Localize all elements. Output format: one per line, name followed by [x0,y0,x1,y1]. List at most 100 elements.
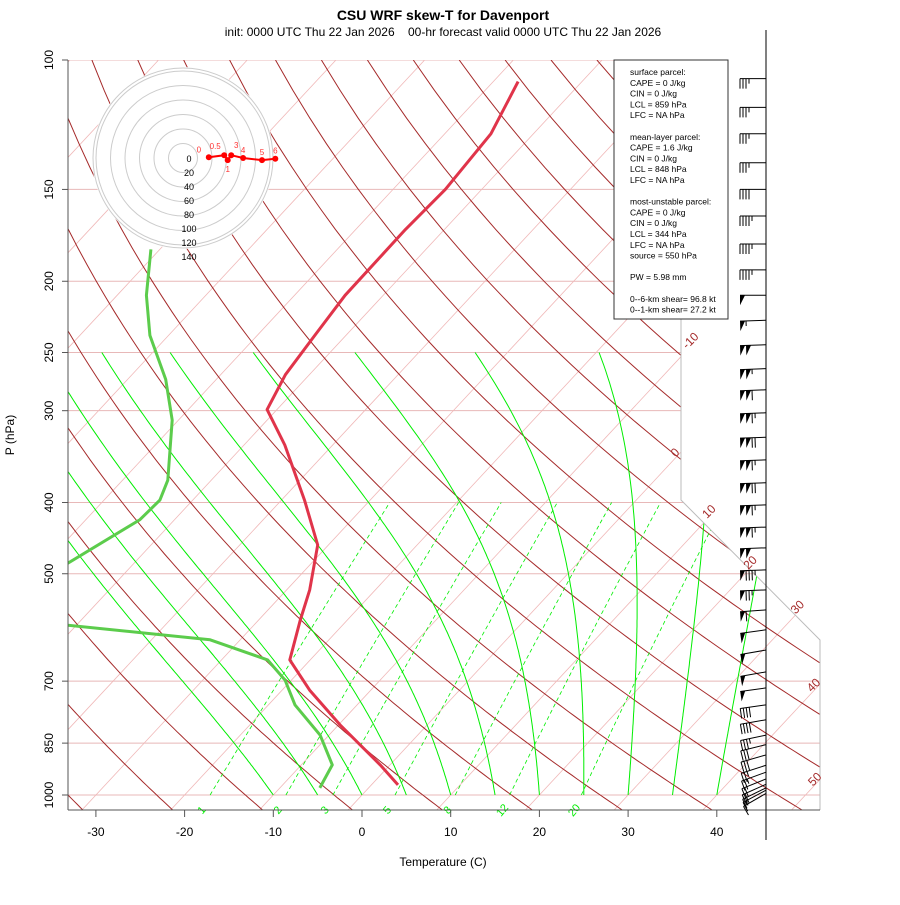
wind-barb [740,630,766,644]
y-tick-label: 700 [42,671,56,691]
info-box-line: LFC = NA hPa [630,110,685,120]
barb-shaft [741,735,766,740]
wind-barb [740,413,766,424]
mixing-ratio-line [286,503,459,796]
barb-pennant [740,369,745,379]
barb-pennant [740,414,745,424]
isotherm-line [702,60,900,811]
barb-pennant [746,460,751,470]
info-box-line: CIN = 0 J/kg [630,153,677,163]
isotherm-label: 30 [788,597,808,617]
wind-barb [740,107,766,117]
barb-pennant [746,438,751,448]
y-tick-label: 100 [42,50,56,70]
hodograph-ring-label: 20 [184,168,194,178]
dry-adiabat [827,60,900,811]
mixing-ratio-line [395,503,557,796]
barb-pennant [740,295,745,305]
wind-barb [740,295,766,305]
barb-pennant [740,461,745,471]
hodograph-ring-label: 140 [181,252,196,262]
x-tick-label: -20 [176,825,194,839]
wind-barb [740,345,766,356]
barb-flag [740,724,742,734]
hodograph-point [240,155,246,161]
hodograph-point [225,157,231,163]
mixing-ratio-label: 12 [494,802,511,819]
hodograph-point [221,152,227,158]
wind-barb [740,216,766,226]
barb-pennant [740,438,745,448]
hodograph-ring-label: 120 [181,238,196,248]
isotherm-label: 40 [804,675,824,695]
barb-pennant [740,611,745,621]
barb-flag [746,708,747,718]
barb-pennant [746,390,751,400]
wind-barb [740,610,766,622]
mixing-ratio-line [333,503,501,796]
y-axis-label: P (hPa) [3,415,17,455]
info-box-line: surface parcel: [630,67,686,77]
wind-barb [740,505,766,516]
barb-flag [744,761,747,771]
wind-barb [740,244,766,254]
info-box-line: most-unstable parcel: [630,197,711,207]
x-tick-label: 20 [533,825,547,839]
y-tick-label: 850 [42,733,56,753]
chart-title: CSU WRF skew-T for Davenport [337,7,550,23]
mixing-ratio-label: 3 [319,804,332,816]
barb-shaft [740,688,766,692]
barb-flag [744,740,746,750]
hodograph-point-label: 5 [260,148,265,157]
info-box-line: CAPE = 0 J/kg [630,207,686,217]
barb-pennant [740,506,745,516]
hodograph-point [228,152,234,158]
isotherm-line [0,60,602,811]
y-tick-label: 500 [42,563,56,583]
info-box-line: mean-layer parcel: [630,132,700,142]
isotherm-line [259,60,900,811]
barb-flag [744,750,746,760]
mixing-ratio-label: 5 [381,804,394,816]
barb-flag [749,723,751,733]
y-tick-label: 300 [42,400,56,420]
barb-pennant [740,345,745,355]
hodograph-point-label: 0.5 [210,142,222,151]
hodograph-point-label: 0 [197,145,202,154]
barb-flag [746,611,747,621]
barb-shaft [740,630,766,634]
x-tick-label: 30 [621,825,635,839]
hodograph-ring-label: 60 [184,196,194,206]
hodograph-point [259,157,265,163]
wind-barb [740,527,766,538]
barb-flag [747,749,749,759]
wind-barb [740,460,766,471]
hodograph-point [206,154,212,160]
y-tick-label: 200 [42,271,56,291]
dry-adiabat [735,60,900,811]
wind-barb [740,688,766,702]
mixing-ratio-line [455,503,611,796]
barb-pennant [740,391,745,401]
hodograph-point-label: 4 [241,146,246,155]
wind-barb [740,320,766,331]
y-tick-label: 400 [42,492,56,512]
wind-barb [740,134,766,144]
barb-flag [741,741,743,751]
dry-adiabat [872,60,900,811]
dewpoint-line [45,249,333,788]
wind-barb [740,650,766,664]
barb-pennant [746,413,751,423]
chart-subtitle: init: 0000 UTC Thu 22 Jan 2026 00-hr for… [225,25,662,39]
barb-pennant [740,528,745,538]
info-box-line: PW = 5.98 mm [630,272,686,282]
isotherm-line [880,60,900,811]
info-box-line: LFC = NA hPa [630,240,685,250]
x-axis-label: Temperature (C) [399,855,486,869]
wind-barb [740,163,766,173]
x-tick-label: -10 [265,825,283,839]
barb-flag [743,708,744,718]
